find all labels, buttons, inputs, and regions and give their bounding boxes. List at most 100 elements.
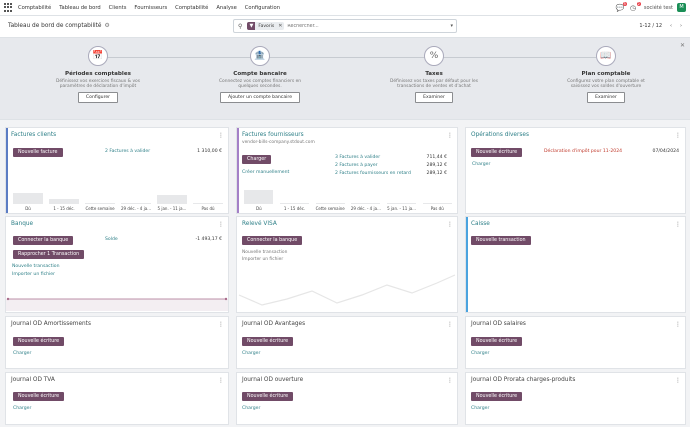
aging-bar-column[interactable]: 1 - 15 déc.	[277, 202, 313, 211]
search-input[interactable]	[287, 23, 428, 29]
upload-link[interactable]: Charger	[13, 406, 32, 411]
menu-analyse[interactable]: Analyse	[216, 4, 237, 11]
new-entry-button[interactable]: Nouvelle écriture	[471, 392, 523, 401]
journal-title[interactable]: Journal OD salaires	[471, 321, 526, 327]
company-switcher[interactable]: société test	[643, 4, 673, 11]
upload-link[interactable]: Charger	[472, 162, 491, 167]
menu-configuration[interactable]: Configuration	[244, 4, 280, 11]
journal-title[interactable]: Journal OD Amortissements	[11, 321, 91, 327]
new-transaction-link[interactable]: Nouvelle transaction	[12, 264, 60, 269]
bills-to-validate-link[interactable]: 3 Factures à valider	[335, 155, 381, 160]
new-transaction-button[interactable]: Nouvelle transaction	[471, 236, 531, 245]
upload-link[interactable]: Charger	[13, 351, 32, 356]
journal-title[interactable]: Journal OD ouverture	[242, 377, 304, 383]
aging-bar[interactable]	[351, 202, 381, 204]
kebab-menu-icon[interactable]: ⋮	[218, 132, 224, 139]
menu-comptabilite[interactable]: Comptabilité	[175, 4, 209, 11]
review-taxes-button[interactable]: Examiner	[415, 92, 453, 104]
new-entry-button[interactable]: Nouvelle écriture	[471, 148, 523, 157]
upload-bill-button[interactable]: Charger	[242, 155, 272, 164]
menu-fournisseurs[interactable]: Fournisseurs	[134, 4, 168, 11]
bills-to-pay-link[interactable]: 2 Factures à payer	[335, 163, 378, 168]
journal-title[interactable]: Banque	[11, 221, 34, 227]
pager-next-icon[interactable]: ›	[680, 23, 682, 29]
import-file-link[interactable]: Importer un fichier	[12, 272, 56, 277]
aging-bar-column[interactable]: 5 jan. - 11 ja...	[384, 202, 420, 211]
connect-bank-button[interactable]: Connecter la banque	[242, 236, 303, 245]
menu-tableau-de-bord[interactable]: Tableau de bord	[59, 4, 101, 11]
add-bank-account-button[interactable]: Ajouter un compte bancaire	[219, 92, 301, 104]
app-name[interactable]: Comptabilité	[18, 4, 52, 11]
aging-bar[interactable]	[85, 202, 115, 204]
new-transaction-hint[interactable]: Nouvelle transaction	[242, 250, 288, 255]
close-icon[interactable]: ✕	[679, 42, 685, 49]
review-chart-button[interactable]: Examiner	[587, 92, 625, 104]
kebab-menu-icon[interactable]: ⋮	[218, 221, 224, 228]
kebab-menu-icon[interactable]: ⋮	[447, 321, 453, 328]
upload-link[interactable]: Charger	[471, 406, 490, 411]
kebab-menu-icon[interactable]: ⋮	[675, 321, 681, 328]
aging-bar[interactable]	[244, 190, 274, 204]
user-avatar[interactable]: M	[677, 3, 686, 12]
invoices-to-validate-link[interactable]: 2 Factures à valider	[105, 149, 151, 154]
kebab-menu-icon[interactable]: ⋮	[447, 221, 453, 228]
new-entry-button[interactable]: Nouvelle écriture	[242, 392, 294, 401]
aging-bar[interactable]	[13, 193, 43, 204]
chat-icon[interactable]: 💬 5	[615, 1, 627, 12]
aging-bar-column[interactable]: 29 déc. - 4 ja...	[118, 202, 154, 211]
aging-bar-column[interactable]: Cette semaine	[312, 202, 348, 211]
create-manually-link[interactable]: Créer manuellement	[242, 170, 290, 175]
kebab-menu-icon[interactable]: ⋮	[447, 377, 453, 384]
aging-bar-column[interactable]: Dû	[10, 193, 46, 211]
new-entry-button[interactable]: Nouvelle écriture	[13, 337, 65, 346]
vendor-bills-email[interactable]: vendor-bills-company.stdout.com	[242, 140, 315, 145]
upload-link[interactable]: Charger	[242, 351, 261, 356]
aging-bar-column[interactable]: 29 déc. - 4 ja...	[348, 202, 384, 211]
balance-label[interactable]: Solde	[105, 237, 118, 242]
journal-title[interactable]: Opérations diverses	[471, 132, 529, 138]
journal-title[interactable]: Factures clients	[11, 132, 57, 138]
gear-icon[interactable]: ⚙	[104, 23, 110, 29]
late-bills-link[interactable]: 2 Factures fournisseurs en retard	[335, 171, 411, 176]
aging-bar[interactable]	[279, 202, 310, 204]
journal-title[interactable]: Journal OD Avantages	[242, 321, 306, 327]
kebab-menu-icon[interactable]: ⋮	[675, 377, 681, 384]
aging-bar[interactable]	[121, 202, 151, 204]
aging-bar[interactable]	[193, 202, 223, 204]
upload-link[interactable]: Charger	[242, 406, 261, 411]
aging-bar-column[interactable]: Pas dû	[190, 202, 226, 211]
aging-bar-column[interactable]: Dû	[241, 190, 277, 211]
search-dropdown-toggle-icon[interactable]: ▾	[450, 23, 453, 29]
journal-title[interactable]: Relevé VISA	[242, 221, 277, 227]
pager-value[interactable]: 1-12 / 12	[639, 23, 662, 29]
aging-bar[interactable]	[422, 202, 452, 204]
aging-bar[interactable]	[386, 202, 417, 204]
kebab-menu-icon[interactable]: ⋮	[675, 221, 681, 228]
kebab-menu-icon[interactable]: ⋮	[447, 132, 453, 139]
journal-title[interactable]: Caisse	[471, 221, 490, 227]
app-grid-icon[interactable]	[4, 2, 14, 13]
import-file-hint[interactable]: Importer un fichier	[242, 257, 284, 262]
kebab-menu-icon[interactable]: ⋮	[218, 321, 224, 328]
new-entry-button[interactable]: Nouvelle écriture	[471, 337, 523, 346]
menu-clients[interactable]: Clients	[108, 4, 127, 11]
aging-bar[interactable]	[49, 199, 79, 204]
journal-title[interactable]: Journal OD Prorata charges-produits	[471, 377, 576, 383]
kebab-menu-icon[interactable]: ⋮	[675, 132, 681, 139]
new-entry-button[interactable]: Nouvelle écriture	[13, 392, 65, 401]
aging-bar-column[interactable]: 5 jan. - 11 ja...	[154, 194, 190, 211]
tax-return-warning[interactable]: Déclaration d'impôt pour 11-2024	[544, 149, 623, 154]
kebab-menu-icon[interactable]: ⋮	[218, 377, 224, 384]
aging-bar-column[interactable]: Pas dû	[419, 202, 455, 211]
aging-bar-column[interactable]: 1 - 15 déc.	[46, 199, 82, 211]
aging-bar-column[interactable]: Cette semaine	[82, 202, 118, 211]
pager-previous-icon[interactable]: ‹	[670, 23, 672, 29]
journal-title[interactable]: Factures fournisseurs	[242, 132, 304, 138]
connect-bank-button[interactable]: Connecter la banque	[13, 236, 74, 245]
activity-clock-icon[interactable]: ◷ 2	[629, 1, 641, 12]
aging-bar[interactable]	[157, 194, 187, 204]
journal-title[interactable]: Journal OD TVA	[11, 377, 55, 383]
remove-facet-icon[interactable]: ✕	[278, 23, 283, 29]
configure-periods-button[interactable]: Configurer	[77, 92, 119, 104]
new-invoice-button[interactable]: Nouvelle facture	[13, 148, 63, 157]
